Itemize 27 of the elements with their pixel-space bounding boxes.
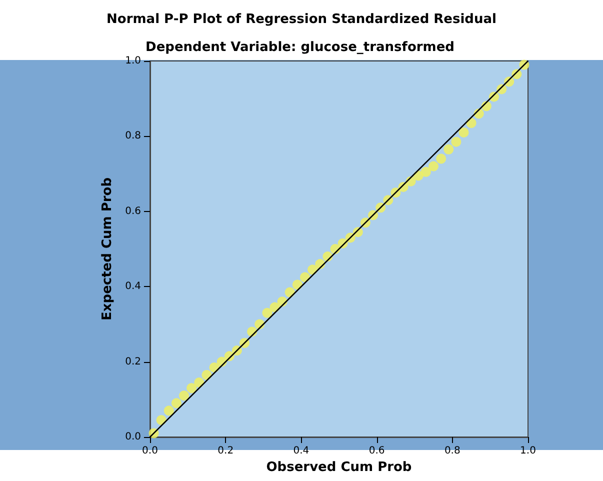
x-tick-label: 1.0 bbox=[520, 446, 536, 456]
point bbox=[156, 415, 166, 426]
y-tick-label: 0.8 bbox=[125, 130, 141, 142]
x-tick-label: 0.8 bbox=[444, 446, 460, 456]
point bbox=[186, 383, 197, 394]
point bbox=[458, 127, 469, 138]
y-tick-label: 0.0 bbox=[125, 432, 141, 442]
x-axis-title: Observed Cum Prob bbox=[266, 460, 412, 475]
point bbox=[444, 144, 454, 154]
x-tick-label: 0.4 bbox=[293, 446, 310, 456]
point bbox=[164, 406, 174, 416]
point bbox=[171, 398, 182, 408]
y-tick-label: 0.6 bbox=[125, 206, 141, 217]
x-tick-label: 0.0 bbox=[142, 446, 158, 456]
point bbox=[428, 161, 438, 172]
point bbox=[262, 308, 272, 318]
point bbox=[436, 154, 446, 164]
point bbox=[451, 136, 462, 147]
chart-title: Normal P-P Plot of Regression Standardized Residual bbox=[106, 12, 496, 27]
y-axis-title: Expected Cum Prob bbox=[100, 178, 116, 320]
y-tick-label: 0.4 bbox=[125, 281, 141, 292]
chart-subtitle: Dependent Variable: glucose_transformed bbox=[146, 40, 454, 55]
point bbox=[420, 166, 431, 177]
point bbox=[179, 390, 190, 401]
y-tick-label: 0.2 bbox=[125, 356, 141, 368]
x-tick-label: 0.2 bbox=[218, 446, 234, 456]
x-tick-label: 0.6 bbox=[368, 446, 385, 456]
